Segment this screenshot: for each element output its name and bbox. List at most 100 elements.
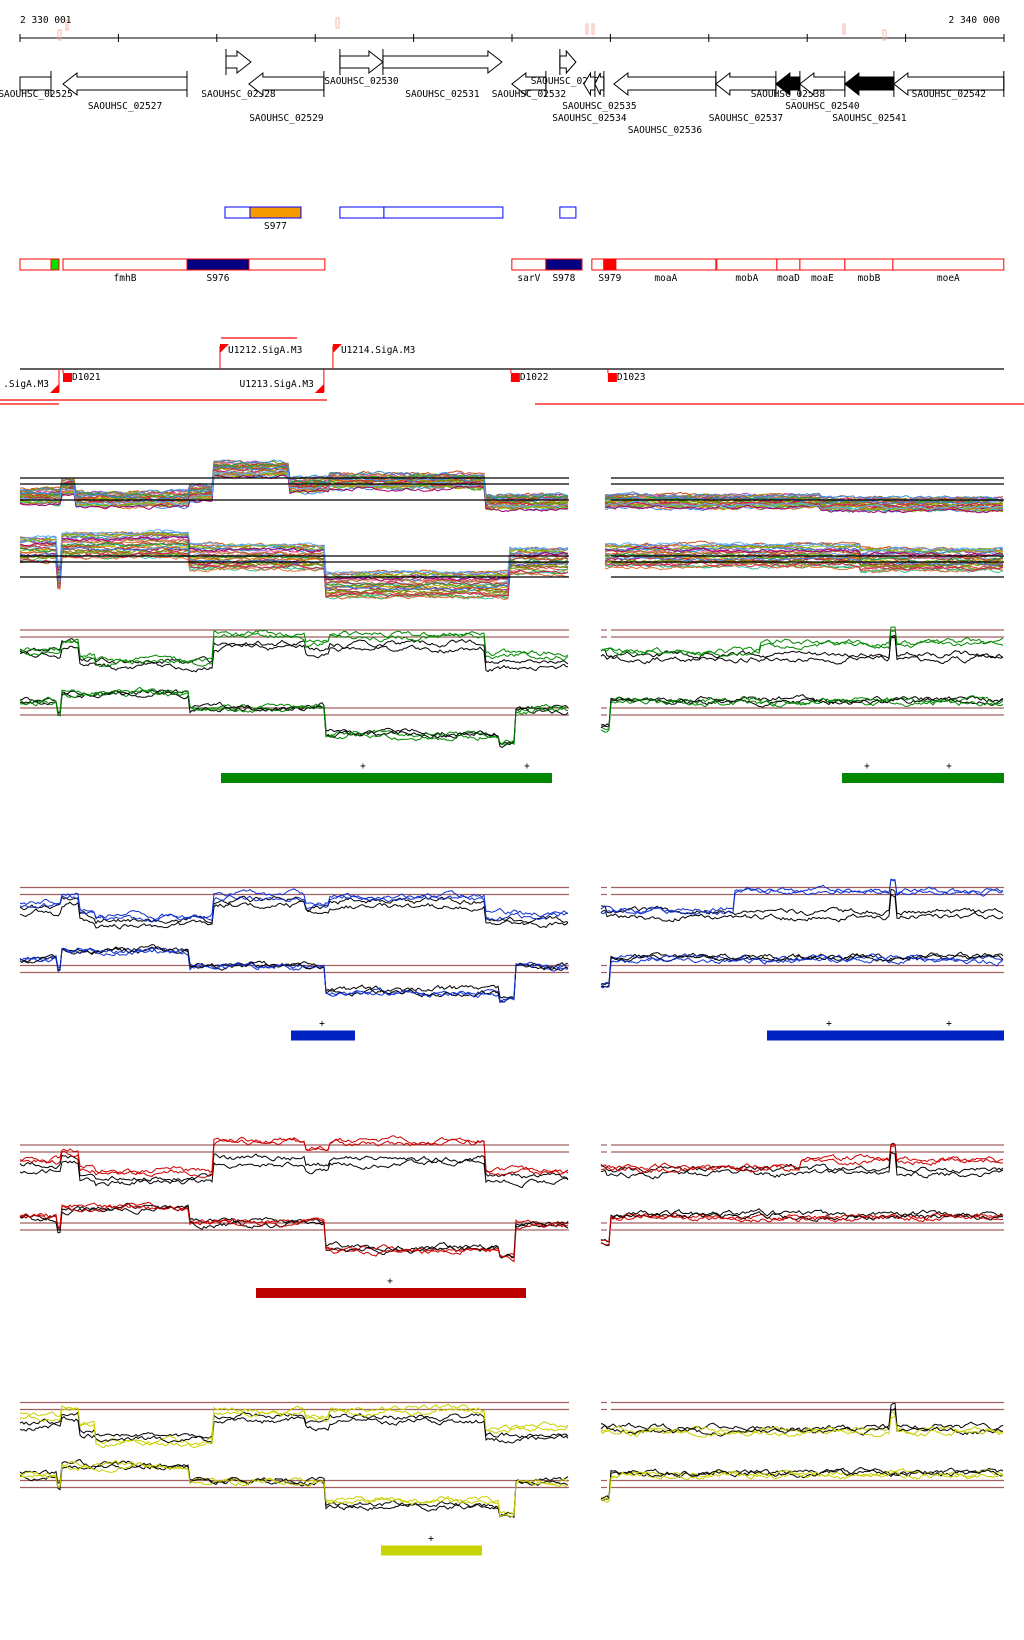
feature-label: moeA — [937, 273, 960, 284]
control-signal-line — [600, 1468, 1004, 1500]
forward-arrow-icon — [559, 49, 577, 75]
feature-box[interactable] — [383, 206, 504, 219]
gene-label: SAOUHSC_02540 — [785, 101, 860, 112]
reverse-arrow-icon — [715, 71, 777, 97]
terminator-marker[interactable]: D1022 — [510, 369, 549, 383]
condition-signal-line — [600, 953, 1004, 987]
gene-saouhsc_02529[interactable]: SAOUHSC_02529 — [248, 71, 325, 124]
gene-label: SAOUHSC_02533 — [531, 76, 605, 87]
reverse-arrow-icon — [62, 71, 188, 97]
condition-signal-line — [600, 697, 1004, 733]
gene-label: SAOUHSC_02528 — [201, 89, 276, 100]
condition-signal-line — [600, 878, 1004, 916]
condition-signal-line — [19, 629, 569, 664]
feature-label: moaE — [811, 273, 834, 284]
sample-signal-line — [604, 502, 1004, 512]
gene-label: SAOUHSC_02531 — [405, 89, 480, 100]
feature-box[interactable]: mobB — [844, 258, 894, 284]
differential-region-bar[interactable] — [381, 1545, 482, 1556]
promoter-marker[interactable]: .SigA.M3 — [3, 369, 60, 393]
feature-box[interactable]: moaA — [615, 258, 717, 284]
gene-saouhsc_02536[interactable]: SAOUHSC_02536 — [613, 71, 717, 136]
feature-rect — [545, 258, 583, 271]
feature-box[interactable]: mobA — [716, 258, 778, 284]
feature-label: moaD — [777, 273, 800, 284]
feature-box[interactable] — [224, 206, 251, 219]
differential-region-bar[interactable] — [221, 773, 552, 783]
feature-rect — [383, 206, 504, 219]
feature-box[interactable] — [339, 206, 385, 219]
gene-saouhsc_02533[interactable]: SAOUHSC_02533 — [531, 49, 605, 87]
feature-box[interactable]: moaD — [776, 258, 801, 284]
gene-saouhsc_02530[interactable]: SAOUHSC_02530 — [324, 49, 399, 87]
differential-region-bar[interactable] — [291, 1030, 355, 1041]
feature-rect — [603, 258, 617, 271]
feature-rect — [716, 258, 778, 271]
sample-signal-line — [19, 466, 569, 505]
differential-region-bar[interactable] — [767, 1030, 1004, 1041]
feature-rect — [511, 258, 547, 271]
reverse-arrow-icon — [799, 71, 846, 97]
feature-box[interactable] — [19, 258, 52, 271]
ruler-marker — [335, 17, 340, 29]
terminator-icon — [510, 373, 520, 382]
gene-saouhsc_02532[interactable]: SAOUHSC_02532 — [492, 71, 566, 100]
feature-box[interactable] — [50, 258, 60, 271]
feature-rect — [339, 206, 385, 219]
control-signal-line — [19, 1204, 569, 1259]
feature-box[interactable]: S976 — [186, 258, 250, 284]
condition-signal-line — [19, 1459, 569, 1518]
gene-label: SAOUHSC_02534 — [552, 113, 627, 124]
promoter-marker[interactable]: U1212.SigA.M3 — [219, 344, 302, 369]
differential-region-bar[interactable] — [842, 773, 1004, 783]
sample-signal-line — [604, 503, 1004, 514]
feature-label: S977 — [264, 221, 287, 232]
reverse-arrow-icon — [248, 71, 325, 97]
gene-saouhsc_02525[interactable]: SAOUHSC_02525 — [0, 71, 73, 100]
condition-signal-line — [19, 1407, 569, 1449]
feature-box[interactable]: S978 — [545, 258, 583, 284]
multi-sample-plots — [19, 459, 1004, 601]
sample-signal-line — [20, 541, 569, 589]
differential-region-bar[interactable] — [256, 1288, 526, 1298]
gene-saouhsc_02537[interactable]: SAOUHSC_02537 — [709, 71, 783, 124]
promoter-label: U1212.SigA.M3 — [228, 345, 302, 356]
feature-box[interactable] — [248, 258, 326, 271]
terminator-marker[interactable]: D1023 — [607, 369, 646, 383]
gene-saouhsc_02542[interactable]: SAOUHSC_02542 — [893, 71, 1005, 100]
feature-box[interactable]: sarV — [511, 258, 547, 284]
feature-rect — [249, 206, 302, 219]
ruler-start-label: 2 330 001 — [20, 15, 72, 26]
gene-saouhsc_02531[interactable]: SAOUHSC_02531 — [382, 49, 503, 100]
gene-saouhsc_02535[interactable]: SAOUHSC_02535 — [562, 71, 637, 112]
gene-saouhsc_02528[interactable]: SAOUHSC_02528 — [201, 49, 276, 100]
reverse-arrow-icon — [594, 72, 605, 96]
promoter-flag-icon — [332, 344, 342, 353]
promoter-flag-icon — [49, 384, 59, 393]
gene-saouhsc_02527[interactable]: SAOUHSC_02527 — [62, 71, 188, 112]
feature-label: S978 — [552, 273, 575, 284]
ruler-marker — [842, 23, 846, 35]
gene-track: SAOUHSC_02525 SAOUHSC_02527 SAOUHSC_02528 S… — [0, 49, 1005, 136]
feature-label: sarV — [517, 273, 540, 284]
plus-marker: + — [360, 761, 366, 772]
feature-box[interactable]: fmhB — [62, 258, 188, 284]
feature-box[interactable]: moaE — [799, 258, 846, 284]
sample-signal-line — [19, 468, 569, 508]
feature-rect — [62, 258, 188, 271]
feature-box[interactable] — [591, 258, 605, 271]
feature-box[interactable]: moeA — [892, 258, 1005, 284]
promoter-marker[interactable]: U1213.SigA.M3 — [240, 369, 325, 393]
sample-signal-line — [19, 467, 569, 508]
gene-saouhsc_02534[interactable]: SAOUHSC_02534 — [552, 71, 627, 124]
promoter-marker[interactable]: U1214.SigA.M3 — [332, 344, 415, 369]
plus-marker: + — [319, 1019, 325, 1030]
gene-saouhsc_02538[interactable]: SAOUHSC_02538 — [751, 71, 826, 100]
feature-outline — [50, 258, 60, 271]
terminator-marker[interactable]: D1021 — [62, 369, 101, 383]
feature-rect — [776, 258, 801, 271]
feature-box[interactable] — [559, 206, 577, 219]
gene-saouhsc_02540[interactable]: SAOUHSC_02540 — [785, 71, 860, 112]
feature-box[interactable]: S977 — [249, 206, 302, 232]
